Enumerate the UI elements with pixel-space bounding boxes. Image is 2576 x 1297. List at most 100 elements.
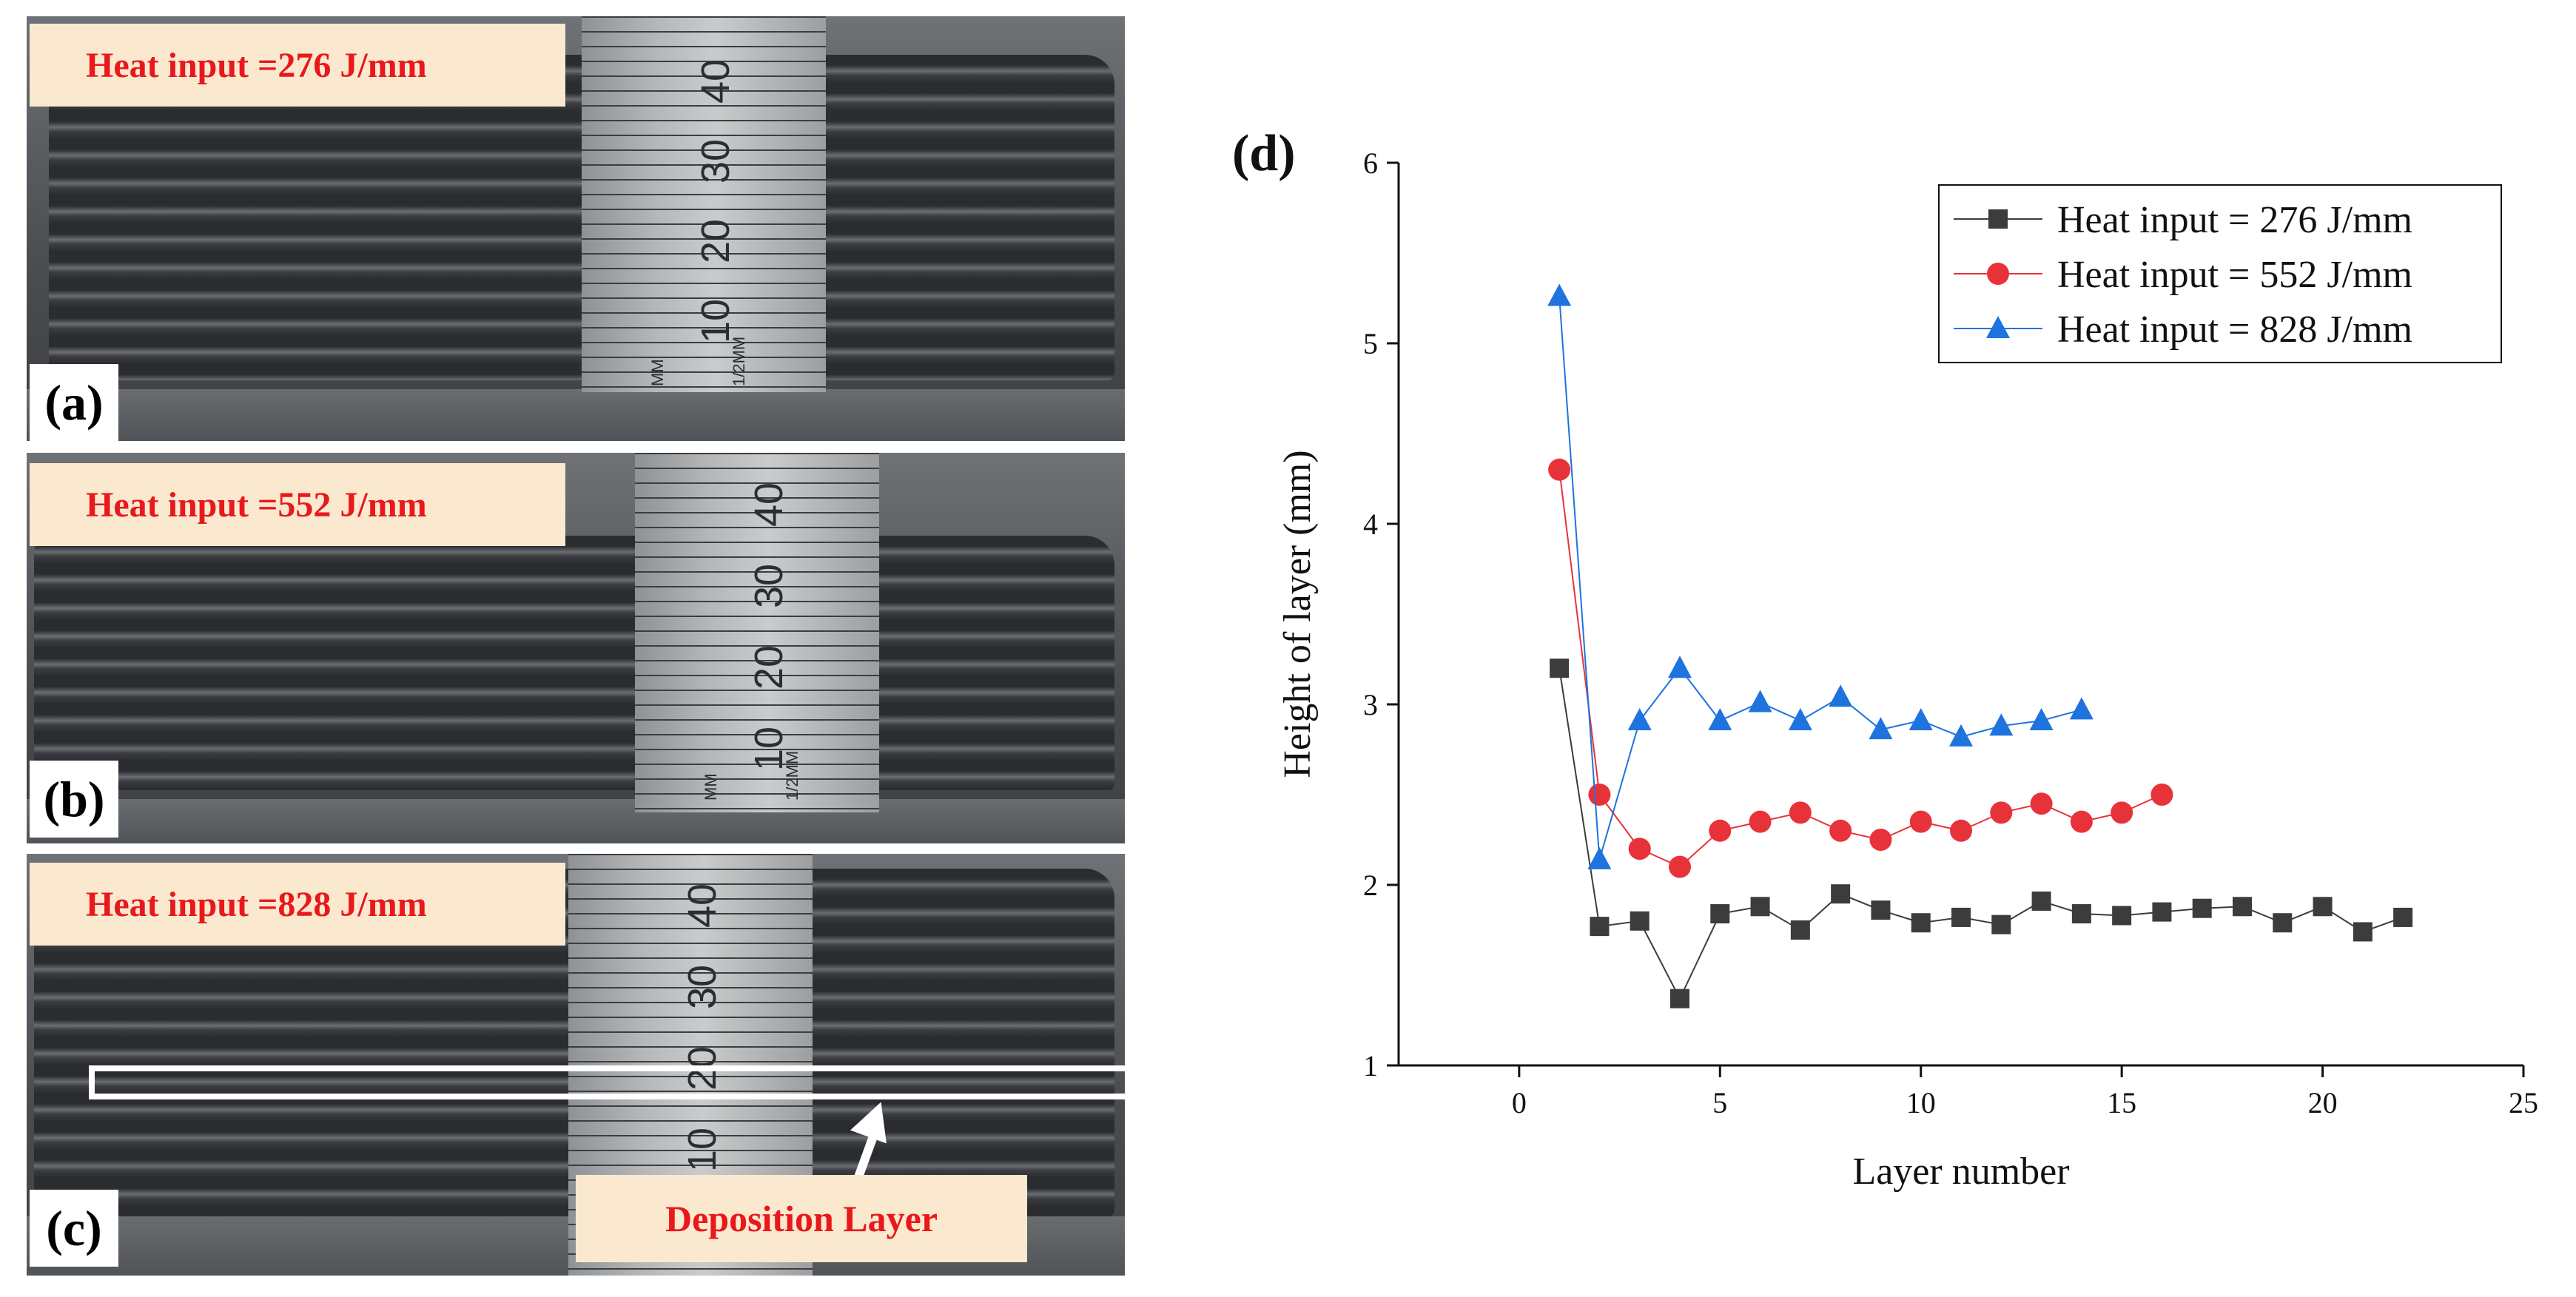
- ruler-number: 30: [747, 563, 791, 608]
- series-line-1: [1558, 668, 2404, 1000]
- panel-label-a: (a): [30, 364, 118, 441]
- series-1-point: [2192, 898, 2212, 918]
- sample-photo-b: 40 30 20 10 MM 1/2MM Heat input =552 J/m…: [27, 453, 1125, 843]
- legend-marker: [1986, 316, 2010, 338]
- series-1-point: [2313, 897, 2333, 917]
- heat-input-label: Heat input =276 J/mm: [30, 24, 565, 107]
- x-axis-title: Layer number: [1852, 1151, 2069, 1193]
- series-1-point: [2273, 913, 2293, 933]
- base-plate: [27, 799, 1125, 843]
- series-1-point: [1871, 900, 1891, 920]
- x-tick-label: 15: [2107, 1086, 2136, 1119]
- legend-entry: Heat input = 828 J/mm: [2057, 309, 2412, 351]
- series-1-point: [2353, 922, 2372, 942]
- x-tick-label: 0: [1512, 1086, 1527, 1119]
- ruler-number: 20: [693, 218, 738, 263]
- series-3-point: [2069, 697, 2094, 720]
- ruler-number: 40: [680, 883, 724, 928]
- series-1-point: [2112, 906, 2132, 926]
- legend-marker: [1987, 263, 2009, 285]
- series-1-point: [2233, 897, 2252, 917]
- y-tick-label: 5: [1363, 327, 1378, 360]
- sample-photo-c: 40 30 20 10 MM Heat input =828 J/mm Depo…: [27, 854, 1125, 1276]
- deposition-layer-label: Deposition Layer: [576, 1175, 1027, 1262]
- ruler-unit: 1/2MM: [730, 336, 748, 386]
- ruler-unit: 1/2MM: [783, 750, 801, 801]
- series-1-point: [2393, 907, 2413, 927]
- series-line-2: [1558, 469, 2162, 868]
- series-2-point: [1588, 784, 1611, 806]
- series-3-point: [1788, 707, 1812, 730]
- series-2-point: [1548, 458, 1571, 481]
- steel-ruler: 40 30 20 10 MM 1/2MM: [635, 453, 879, 812]
- x-tick-label: 25: [2509, 1086, 2538, 1119]
- series-1-point: [1630, 911, 1649, 931]
- series-3-point: [2029, 707, 2054, 730]
- ruler-number: 30: [693, 138, 738, 183]
- ruler-number: 40: [747, 482, 791, 527]
- series-3-point: [1708, 707, 1732, 730]
- series-1-point: [2031, 891, 2051, 911]
- series-1-point: [1951, 907, 1971, 927]
- y-tick-label: 2: [1363, 869, 1378, 902]
- series-1-point: [1590, 917, 1610, 937]
- series-1-point: [1790, 920, 1810, 940]
- series-3-point: [1909, 707, 1933, 730]
- series-2-point: [1749, 810, 1772, 833]
- panel-label-d: (d): [1232, 125, 1296, 182]
- steel-ruler: 40 30 20 10 MM 1/2MM: [582, 16, 826, 392]
- series-1-point: [1710, 904, 1730, 924]
- y-tick-label: 1: [1363, 1049, 1378, 1082]
- series-2-point: [1909, 810, 1932, 833]
- y-tick-label: 4: [1363, 508, 1378, 541]
- series-2-point: [2070, 810, 2093, 833]
- series-3-point: [1989, 713, 2014, 736]
- ruler-unit: MM: [702, 773, 720, 801]
- series-3-point: [1829, 684, 1853, 707]
- y-tick-label: 3: [1363, 688, 1378, 721]
- series-1-point: [2071, 904, 2091, 924]
- legend-entry: Heat input = 276 J/mm: [2057, 199, 2412, 241]
- series-3-point: [1547, 283, 1572, 306]
- series-1-point: [1550, 658, 1570, 678]
- series-2-point: [2111, 801, 2133, 824]
- series-3-point: [1627, 707, 1652, 730]
- deposition-layer-box: [89, 1065, 1125, 1099]
- y-axis-title: Height of layer (mm): [1277, 450, 1319, 778]
- ruler-number: 20: [747, 644, 791, 690]
- series-3-point: [1668, 656, 1692, 678]
- x-tick-label: 20: [2308, 1086, 2338, 1119]
- sample-photo-a: 40 30 20 10 MM 1/2MM Heat input =276 J/m…: [27, 16, 1125, 441]
- series-2-point: [1709, 819, 1732, 842]
- series-2-point: [2150, 784, 2173, 806]
- ruler-number: 30: [680, 964, 724, 1009]
- legend-marker: [1988, 209, 2008, 229]
- x-tick-label: 10: [1906, 1086, 1936, 1119]
- panel-label-b: (b): [30, 761, 118, 838]
- series-1-point: [1670, 988, 1689, 1008]
- series-2-point: [1990, 801, 2013, 824]
- x-tick-label: 5: [1712, 1086, 1727, 1119]
- series-2-point: [1869, 829, 1892, 851]
- ruler-number: 10: [680, 1127, 724, 1172]
- series-1-point: [1750, 897, 1770, 917]
- panel-label-c: (c): [30, 1190, 118, 1267]
- series-1-point: [1911, 913, 1931, 933]
- series-2-point: [1829, 819, 1852, 842]
- layer-height-chart: 0 5 10 15 20 25 1 2 3 4 5 6 Layer number Height of la…: [1232, 125, 2538, 1193]
- series-3-point: [1748, 690, 1772, 712]
- series-2-point: [1628, 838, 1651, 860]
- series-2-point: [1950, 819, 1972, 842]
- series-line-3: [1558, 296, 2082, 860]
- legend-entry: Heat input = 552 J/mm: [2057, 254, 2412, 296]
- ruler-number: 40: [693, 58, 738, 104]
- series-1-point: [2152, 902, 2172, 922]
- series-1-point: [1831, 884, 1851, 904]
- deposited-wall: [34, 536, 1114, 790]
- series-2-point: [1789, 801, 1812, 824]
- heat-input-label: Heat input =552 J/mm: [30, 463, 565, 546]
- ruler-unit: MM: [648, 359, 667, 386]
- series-3-point: [1869, 717, 1893, 740]
- heat-input-label: Heat input =828 J/mm: [30, 863, 565, 946]
- series-2-point: [2030, 792, 2053, 815]
